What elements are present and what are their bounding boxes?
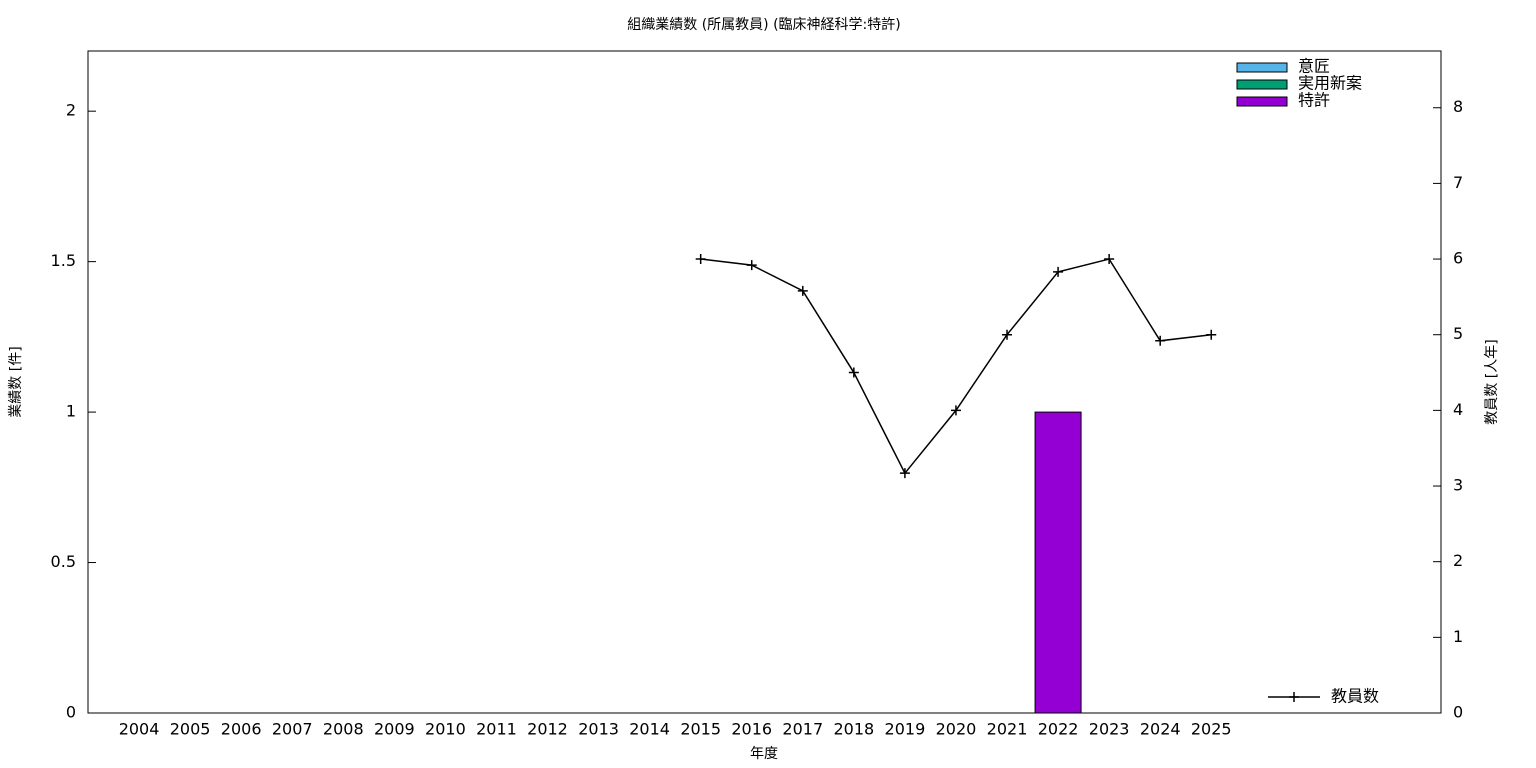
x-tick-label: 2017 bbox=[782, 720, 823, 739]
y-tick-label: 1 bbox=[66, 402, 76, 421]
x-tick-label: 2023 bbox=[1089, 720, 1130, 739]
y2-tick-label: 4 bbox=[1453, 400, 1463, 419]
y2-tick-label: 1 bbox=[1453, 627, 1463, 646]
x-tick-label: 2014 bbox=[629, 720, 670, 739]
line-marker bbox=[797, 285, 808, 296]
x-tick-label: 2025 bbox=[1191, 720, 1232, 739]
legend-label: 特許 bbox=[1298, 91, 1330, 110]
x-tick-label: 2007 bbox=[272, 720, 313, 739]
y-tick-label: 0 bbox=[66, 703, 76, 722]
y2-tick-label: 6 bbox=[1453, 249, 1463, 268]
line-marker bbox=[1206, 329, 1217, 340]
legend-label: 意匠 bbox=[1298, 57, 1330, 76]
legend-swatch bbox=[1236, 79, 1288, 90]
bar bbox=[1034, 411, 1082, 714]
x-tick-label: 2004 bbox=[119, 720, 160, 739]
x-tick-label: 2022 bbox=[1038, 720, 1079, 739]
x-tick-label: 2019 bbox=[885, 720, 926, 739]
x-tick-label: 2013 bbox=[578, 720, 619, 739]
x-tick-label: 2016 bbox=[731, 720, 772, 739]
x-tick-label: 2018 bbox=[833, 720, 874, 739]
y2-tick-label: 5 bbox=[1453, 324, 1463, 343]
y-tick-label: 0.5 bbox=[51, 552, 76, 571]
x-tick-label: 2021 bbox=[987, 720, 1028, 739]
x-tick-label: 2009 bbox=[374, 720, 415, 739]
x-tick-label: 2006 bbox=[221, 720, 262, 739]
legend-swatch bbox=[1236, 62, 1288, 73]
line-marker bbox=[848, 367, 859, 378]
y2-axis-label: 教員数 [人年] bbox=[1484, 339, 1500, 424]
line bbox=[700, 258, 1212, 475]
x-tick-label: 2015 bbox=[680, 720, 721, 739]
line-marker bbox=[950, 405, 961, 416]
legend-marker bbox=[1289, 692, 1299, 702]
x-tick-label: 2020 bbox=[936, 720, 977, 739]
line-marker bbox=[1053, 266, 1064, 277]
y2-tick-label: 8 bbox=[1453, 97, 1463, 116]
y2-tick-label: 0 bbox=[1453, 703, 1463, 722]
chart-title: 組織業績数 (所属教員) (臨床神経科学:特許) bbox=[627, 17, 900, 33]
legend-label: 教員数 bbox=[1331, 687, 1379, 706]
legend-swatch bbox=[1236, 96, 1288, 107]
line-marker bbox=[899, 468, 910, 479]
y-tick-label: 2 bbox=[66, 101, 76, 120]
x-tick-label: 2005 bbox=[170, 720, 211, 739]
plot-frame bbox=[87, 50, 1442, 714]
line-marker bbox=[746, 260, 757, 271]
x-tick-label: 2011 bbox=[476, 720, 517, 739]
x-tick-label: 2010 bbox=[425, 720, 466, 739]
x-tick-label: 2012 bbox=[527, 720, 568, 739]
line-marker bbox=[1002, 329, 1013, 340]
x-tick-label: 2024 bbox=[1140, 720, 1181, 739]
legend-label: 実用新案 bbox=[1298, 74, 1362, 93]
y2-tick-label: 7 bbox=[1453, 173, 1463, 192]
line-marker bbox=[695, 254, 706, 265]
line-marker bbox=[1104, 254, 1115, 265]
x-tick-label: 2008 bbox=[323, 720, 364, 739]
y2-tick-label: 2 bbox=[1453, 551, 1463, 570]
x-axis-label: 年度 bbox=[750, 746, 778, 762]
y2-tick-label: 3 bbox=[1453, 476, 1463, 495]
line-marker bbox=[1155, 335, 1166, 346]
y-tick-label: 1.5 bbox=[51, 251, 76, 270]
y-axis-label: 業績数 [件] bbox=[8, 346, 24, 417]
